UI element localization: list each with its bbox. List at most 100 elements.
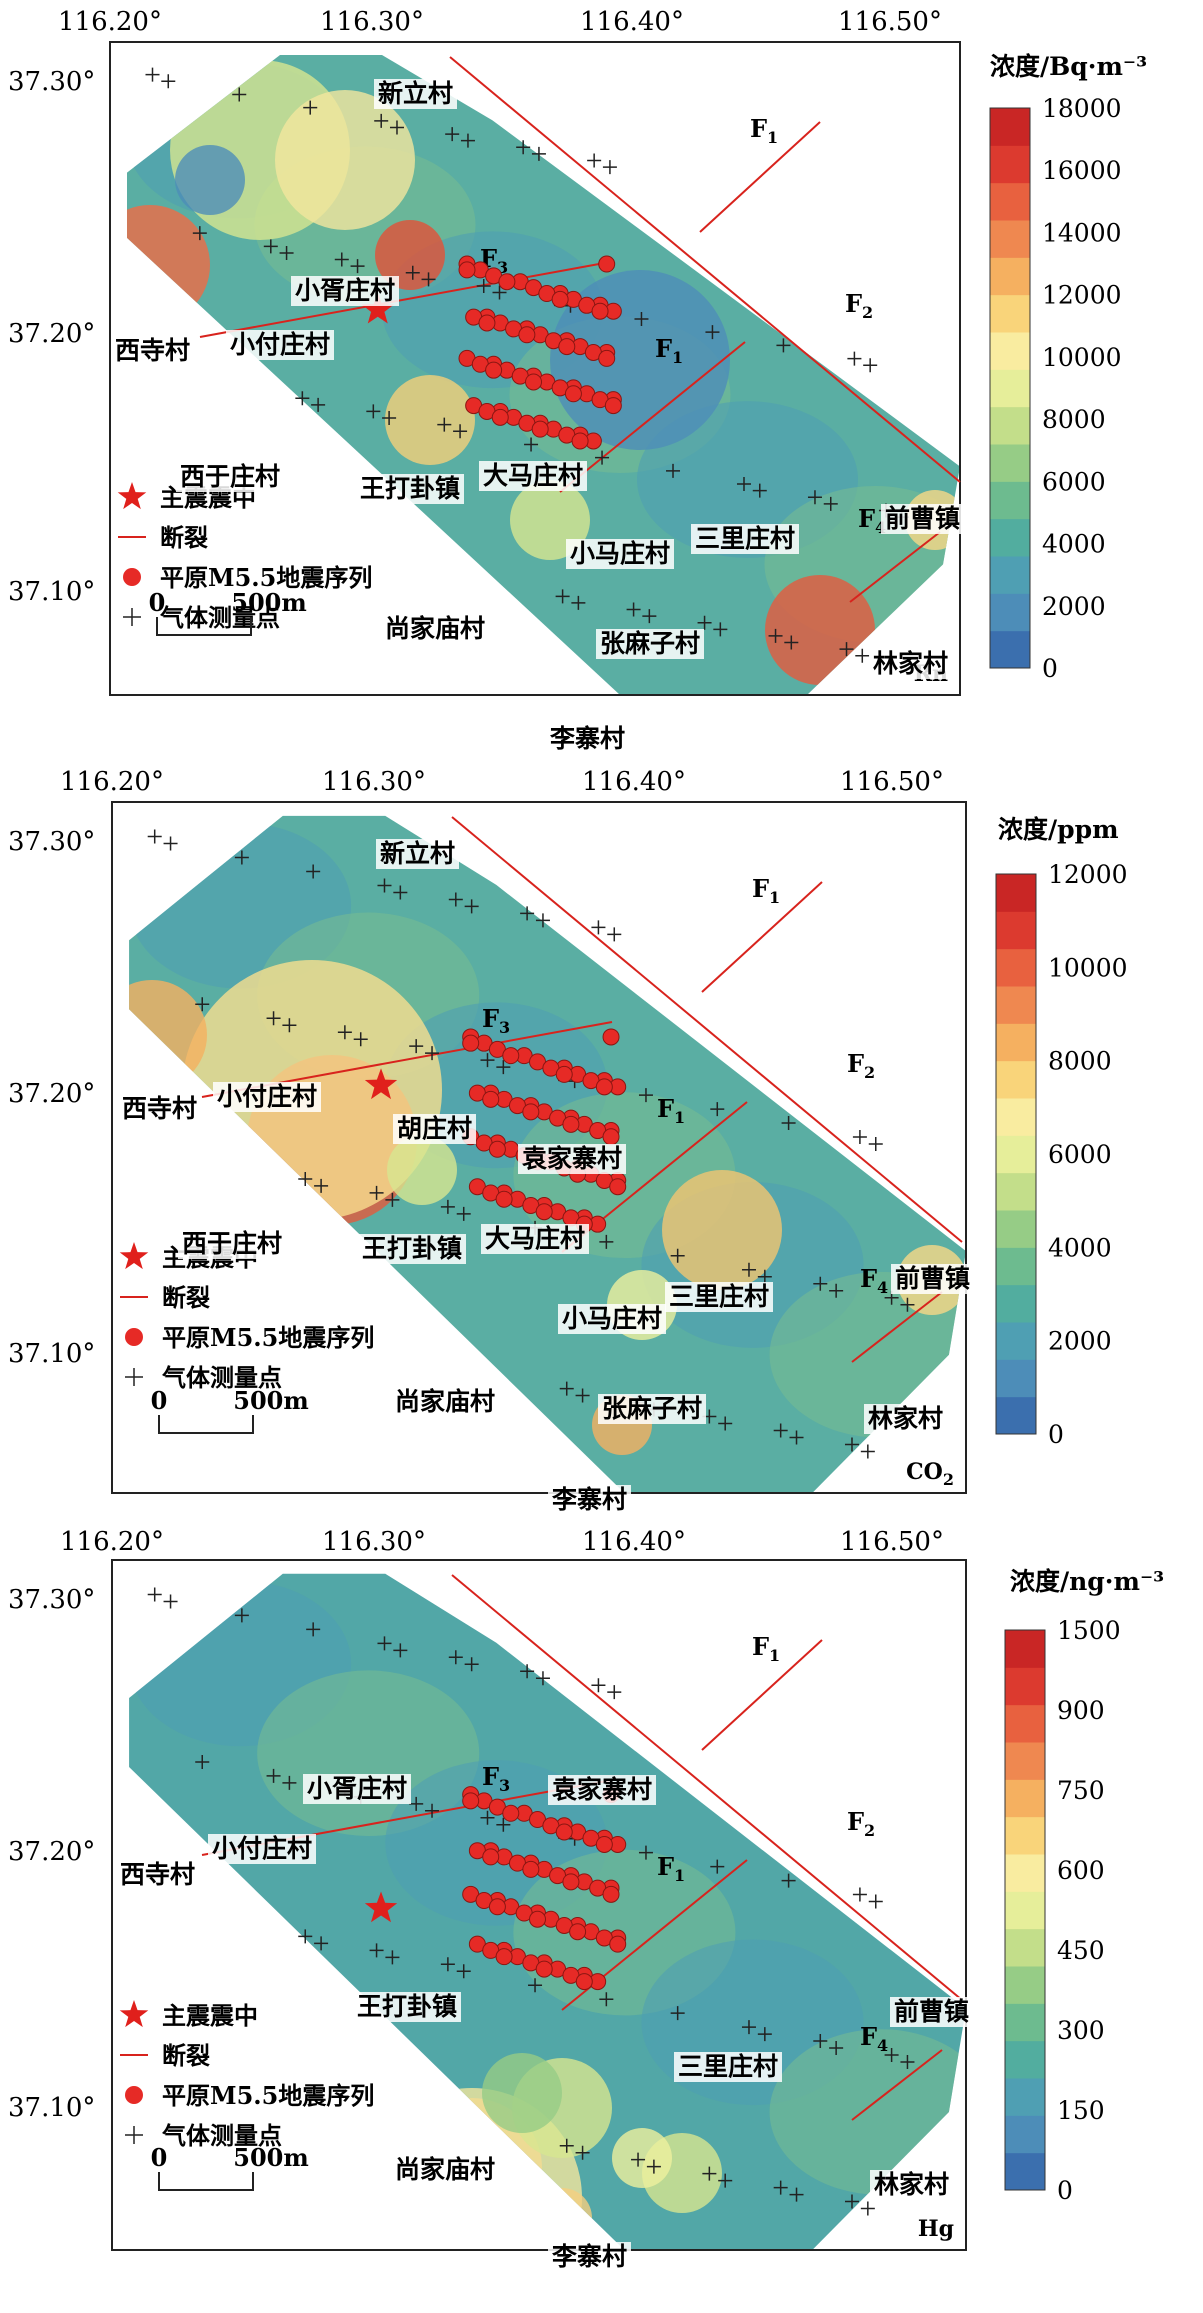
legend-points-label: 气体测量点 xyxy=(161,1363,282,1392)
earthquake-event xyxy=(595,1835,613,1853)
survey-point xyxy=(480,1810,495,1825)
colorbar-tick-label: 4000 xyxy=(1042,530,1106,559)
label-halo xyxy=(178,1229,286,1259)
village-name: 小胥庄村 xyxy=(295,276,395,305)
colorbar-tick-label: 450 xyxy=(1057,1936,1105,1965)
fault-label-f2: F2 xyxy=(845,289,873,322)
colorbar-swatch xyxy=(996,874,1036,912)
survey-point xyxy=(192,226,207,241)
survey-point xyxy=(705,325,720,340)
survey-point xyxy=(393,885,408,900)
village-label: 尚家庙村 xyxy=(381,614,489,644)
epicenter-star xyxy=(361,292,394,324)
survey-point xyxy=(638,1088,653,1103)
survey-point xyxy=(314,1936,329,1951)
colorbar-swatch xyxy=(996,948,1036,987)
survey-point xyxy=(306,1622,321,1637)
colorbar-tick-label: 12000 xyxy=(1048,860,1128,889)
label-halo xyxy=(226,330,334,360)
village-name: 西寺村 xyxy=(115,336,190,365)
colorbar-frame xyxy=(995,873,1037,1435)
survey-point xyxy=(440,1199,455,1214)
earthquake-sequence xyxy=(458,255,622,450)
colorbar-swatch xyxy=(990,556,1030,594)
survey-point xyxy=(350,259,365,274)
village-label: 王打卦镇 xyxy=(358,1234,466,1264)
scale-bar: 0 500m xyxy=(151,2143,309,2191)
lon-tick-label: 116.30° xyxy=(320,7,424,37)
lat-tick-label: 37.20° xyxy=(8,1079,95,1109)
survey-point xyxy=(496,1060,511,1075)
survey-point xyxy=(900,1297,915,1312)
earthquake-event xyxy=(562,1115,580,1133)
lat-tick-label: 37.20° xyxy=(8,1837,95,1867)
survey-point xyxy=(476,278,491,293)
label-halo xyxy=(118,1094,201,1124)
fault-label-f1: F1 xyxy=(750,114,778,147)
label-halo xyxy=(116,1860,199,1890)
colorbar-tick-label: 6000 xyxy=(1042,467,1106,496)
label-halo xyxy=(596,629,704,659)
village-label: 前曹镇 xyxy=(890,1997,973,2027)
earthquake-event xyxy=(495,1948,513,1966)
scale-distance: 500m xyxy=(233,2143,309,2172)
village-name: 小马庄村 xyxy=(562,1304,662,1333)
survey-point xyxy=(366,404,381,419)
survey-point xyxy=(702,2166,717,2181)
survey-point xyxy=(535,1671,550,1686)
village-label: 袁家寨村 xyxy=(548,1775,656,1805)
survey-point xyxy=(147,829,162,844)
survey-point xyxy=(377,1636,392,1651)
label-halo xyxy=(691,524,799,554)
colorbar-tick-label: 8000 xyxy=(1042,405,1106,434)
label-halo xyxy=(376,839,459,869)
contour-anomaly xyxy=(662,1170,782,1290)
village-name: 西于庄村 xyxy=(180,462,280,491)
earthquake-event xyxy=(488,1140,506,1158)
village-label: 小付庄村 xyxy=(226,330,334,360)
label-halo xyxy=(391,2155,499,2185)
colorbar-tick-label: 4000 xyxy=(1048,1233,1112,1262)
village-label: 西寺村 xyxy=(111,336,194,366)
survey-point xyxy=(306,864,321,879)
survey-point xyxy=(789,1430,804,1445)
colorbar-tick-label: 16000 xyxy=(1042,156,1122,185)
survey-point xyxy=(145,67,160,82)
survey-point xyxy=(147,1587,162,1602)
legend-points-label: 气体测量点 xyxy=(161,2121,282,2150)
colorbar-swatch xyxy=(996,1284,1036,1323)
colorbar-unit-title: 浓度/Bq·m⁻³ xyxy=(990,52,1147,81)
colorbar-swatch xyxy=(1005,2003,1045,2042)
survey-point xyxy=(847,351,862,366)
colorbar-swatch xyxy=(996,1210,1036,1248)
map-panel-hg: 116.20° 116.30° 116.40° 116.50° 37.30° 37.20°… xyxy=(8,1527,1164,2251)
survey-point xyxy=(602,160,617,175)
survey-point xyxy=(516,140,531,155)
survey-point xyxy=(520,906,535,921)
colorbar-tick-label: 18000 xyxy=(1042,94,1122,123)
fault-line xyxy=(849,531,941,603)
survey-point xyxy=(852,1130,867,1145)
earthquake-event xyxy=(569,1923,587,1941)
earthquake-event xyxy=(495,1190,513,1208)
village-label: 前曹镇 xyxy=(891,1264,974,1294)
village-label: 新立村 xyxy=(376,839,459,869)
label-halo xyxy=(674,2052,782,2082)
village-name: 小胥庄村 xyxy=(307,1774,407,1803)
village-name: 前曹镇 xyxy=(895,1264,970,1293)
earthquake-event xyxy=(535,1203,553,1221)
label-halo xyxy=(381,614,489,644)
village-label: 西寺村 xyxy=(118,1094,201,1124)
village-label: 小付庄村 xyxy=(213,1082,321,1112)
village-label: 小马庄村 xyxy=(566,539,674,569)
label-halo xyxy=(890,1997,973,2027)
survey-point xyxy=(595,450,610,465)
survey-point xyxy=(195,997,210,1012)
colorbar-swatch xyxy=(990,294,1030,333)
survey-point xyxy=(591,1678,606,1693)
survey-point xyxy=(839,642,854,657)
survey-point xyxy=(374,113,389,128)
legend-epicenter-label: 主震震中 xyxy=(162,2001,258,2030)
colorbar-swatch xyxy=(1005,1630,1045,1668)
lon-tick-label: 116.20° xyxy=(58,7,162,37)
